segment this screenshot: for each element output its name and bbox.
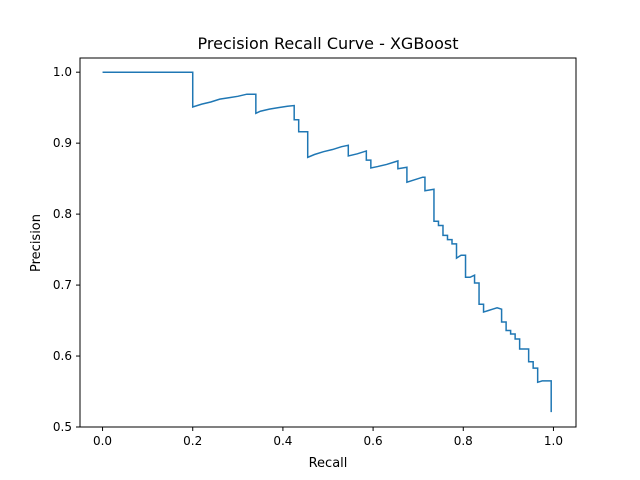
chart-title: Precision Recall Curve - XGBoost <box>198 34 459 53</box>
y-axis-label: Precision <box>29 214 44 272</box>
x-axis-label: Recall <box>309 456 348 471</box>
x-tick-label: 0.8 <box>454 434 473 448</box>
y-axis: 0.5 0.6 0.7 0.8 0.9 1.0 <box>53 65 80 434</box>
y-tick-label: 0.7 <box>53 278 72 292</box>
y-tick-label: 1.0 <box>53 65 72 79</box>
plot-area-frame <box>79 57 577 428</box>
y-tick-label: 0.8 <box>53 207 72 221</box>
x-tick-label: 0.0 <box>93 434 112 448</box>
precision-recall-line <box>102 71 552 413</box>
x-tick-label: 0.4 <box>273 434 292 448</box>
x-tick-label: 0.2 <box>183 434 202 448</box>
y-tick-label: 0.9 <box>53 136 72 150</box>
x-axis: 0.0 0.2 0.4 0.6 0.8 1.0 <box>93 427 563 448</box>
y-tick-label: 0.6 <box>53 349 72 363</box>
x-tick-label: 1.0 <box>544 434 563 448</box>
x-tick-label: 0.6 <box>364 434 383 448</box>
y-tick-label: 0.5 <box>53 420 72 434</box>
